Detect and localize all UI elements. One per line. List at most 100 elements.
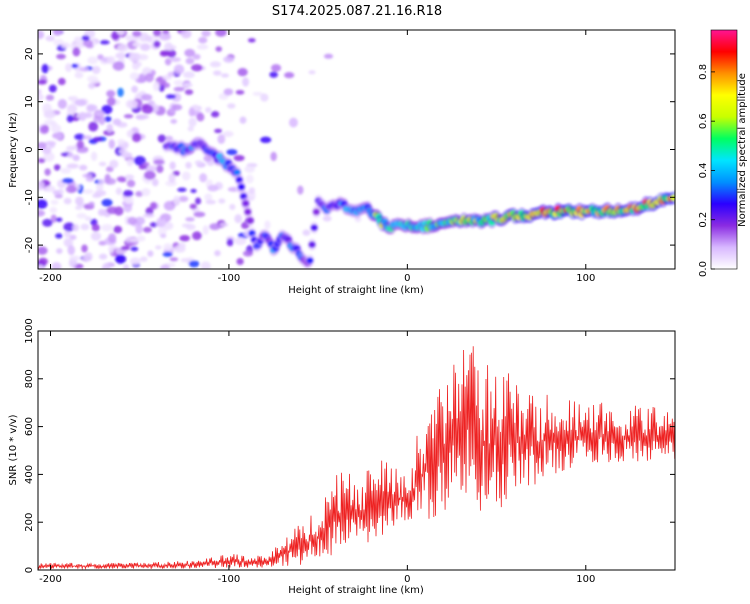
heatmap-noise-blob: [72, 224, 79, 232]
heatmap-noise-blob: [209, 223, 221, 231]
snr-y-tick-label: 400: [24, 465, 35, 484]
snr-panel: -200 -100 0 100 0 200 400 600 800 1000 Height of…: [8, 318, 676, 596]
figure-title: S174.2025.087.21.16.R18: [272, 4, 442, 19]
heatmap-noise-blob: [101, 262, 111, 269]
heatmap-noise-blob: [43, 151, 55, 162]
heatmap-noise-blob: [156, 165, 164, 174]
heatmap-noise-blob: [109, 159, 119, 169]
heatmap-y-label: Frequency (Hz): [8, 112, 19, 188]
snr-y-label: SNR (10 * v/v): [8, 414, 19, 485]
heatmap-noise-blob: [42, 218, 53, 227]
heatmap-noise-blob: [151, 178, 159, 187]
heatmap-noise-blob: [244, 165, 255, 173]
heatmap-noise-blob: [183, 71, 195, 79]
heatmap-noise-blob: [79, 66, 90, 72]
heatmap-noise-blob: [132, 41, 143, 47]
ridge-core: [308, 241, 316, 248]
heatmap-noise-blob: [207, 184, 219, 192]
heatmap-noise-blob: [51, 262, 62, 269]
heatmap-noise-blob: [308, 70, 316, 75]
heatmap-noise-blob: [181, 171, 191, 181]
ridge-core: [244, 208, 252, 216]
heatmap-noise-blob: [44, 140, 57, 146]
heatmap-noise-blob: [180, 30, 192, 39]
heatmap-noise-blob: [99, 40, 110, 45]
heatmap-noise-blob: [217, 134, 226, 145]
heatmap-y-tick-label: 10: [24, 95, 35, 108]
heatmap-noise-blob: [204, 193, 213, 202]
heatmap-noise-blob: [142, 213, 155, 218]
heatmap-noise-blob: [226, 238, 234, 247]
heatmap-noise-blob: [67, 245, 76, 256]
heatmap-noise-blob: [41, 63, 49, 74]
heatmap-noise-blob: [80, 223, 90, 231]
colorbar-gradient: [711, 30, 737, 269]
heatmap-noise-blob: [169, 257, 179, 262]
heatmap-noise-blob: [185, 161, 192, 169]
heatmap-noise-blob: [173, 195, 181, 206]
heatmap-noise-blob: [63, 222, 75, 232]
heatmap-noise-blob: [270, 64, 282, 72]
heatmap-noise-blob: [75, 196, 84, 206]
heatmap-noise-blob: [82, 135, 93, 140]
heatmap-noise-blob: [76, 140, 85, 150]
heatmap-noise-blob: [69, 234, 77, 240]
heatmap-noise-blob: [84, 216, 92, 222]
heatmap-noise-blob: [234, 237, 247, 246]
heatmap-noise-blob: [192, 231, 202, 241]
heatmap-noise-blob: [55, 233, 63, 239]
heatmap-noise-blob: [74, 71, 84, 79]
heatmap-noise-blob: [192, 53, 201, 60]
heatmap-noise-blob: [57, 77, 66, 86]
heatmap-noise-blob: [106, 123, 114, 133]
heatmap-y-tick-label: -20: [24, 237, 35, 253]
heatmap-noise-blob: [157, 134, 166, 143]
heatmap-noise-blob: [60, 167, 72, 174]
heatmap-noise-blob: [50, 199, 59, 205]
heatmap-noise-blob: [140, 94, 153, 101]
heatmap-noise: [38, 30, 362, 269]
heatmap-noise-blob: [158, 84, 165, 92]
heatmap-noise-blob: [81, 244, 88, 253]
heatmap-noise-blob: [165, 94, 177, 99]
heatmap-noise-blob: [106, 90, 116, 98]
heatmap-noise-blob: [188, 107, 195, 117]
heatmap-noise-blob: [124, 174, 135, 180]
heatmap-x-tick-label: 100: [576, 273, 595, 284]
heatmap-noise-blob: [149, 202, 158, 210]
heatmap-noise-blob: [129, 257, 141, 266]
heatmap-noise-blob: [162, 30, 170, 35]
heatmap-noise-blob: [38, 264, 45, 269]
heatmap-noise-blob: [82, 189, 94, 195]
heatmap-noise-blob: [213, 70, 222, 76]
snr-x-ticks: -200 -100 0 100: [39, 331, 595, 585]
heatmap-noise-blob: [179, 234, 190, 242]
heatmap-noise-blob: [116, 30, 125, 36]
heatmap-noise-blob: [49, 207, 58, 214]
heatmap-noise-blob: [134, 216, 146, 226]
snr-x-tick-label: 100: [576, 574, 595, 585]
heatmap-noise-blob: [135, 61, 142, 67]
heatmap-noise-blob: [70, 63, 79, 69]
heatmap-noise-blob: [154, 245, 162, 250]
heatmap-noise-blob: [223, 56, 235, 63]
heatmap-noise-blob: [69, 255, 81, 261]
heatmap-noise-blob: [106, 97, 116, 106]
heatmap-x-label: Height of straight line (km): [288, 285, 424, 296]
heatmap-y-tick-label: -10: [24, 189, 35, 205]
heatmap-noise-blob: [135, 224, 143, 234]
heatmap-noise-blob: [195, 197, 202, 205]
heatmap-noise-blob: [205, 199, 216, 205]
heatmap-noise-blob: [137, 73, 147, 84]
heatmap-noise-blob: [44, 185, 56, 193]
heatmap-noise-blob: [89, 79, 101, 84]
heatmap-noise-blob: [65, 185, 77, 194]
heatmap-noise-blob: [38, 199, 48, 209]
heatmap-noise-blob: [160, 264, 170, 269]
heatmap-noise-blob: [131, 132, 142, 143]
colorbar-tick-label: 0.2: [698, 212, 709, 228]
snr-series-line: [38, 346, 675, 570]
heatmap-noise-blob: [322, 215, 332, 222]
heatmap-noise-blob: [81, 35, 90, 42]
heatmap-noise-blob: [50, 124, 62, 133]
